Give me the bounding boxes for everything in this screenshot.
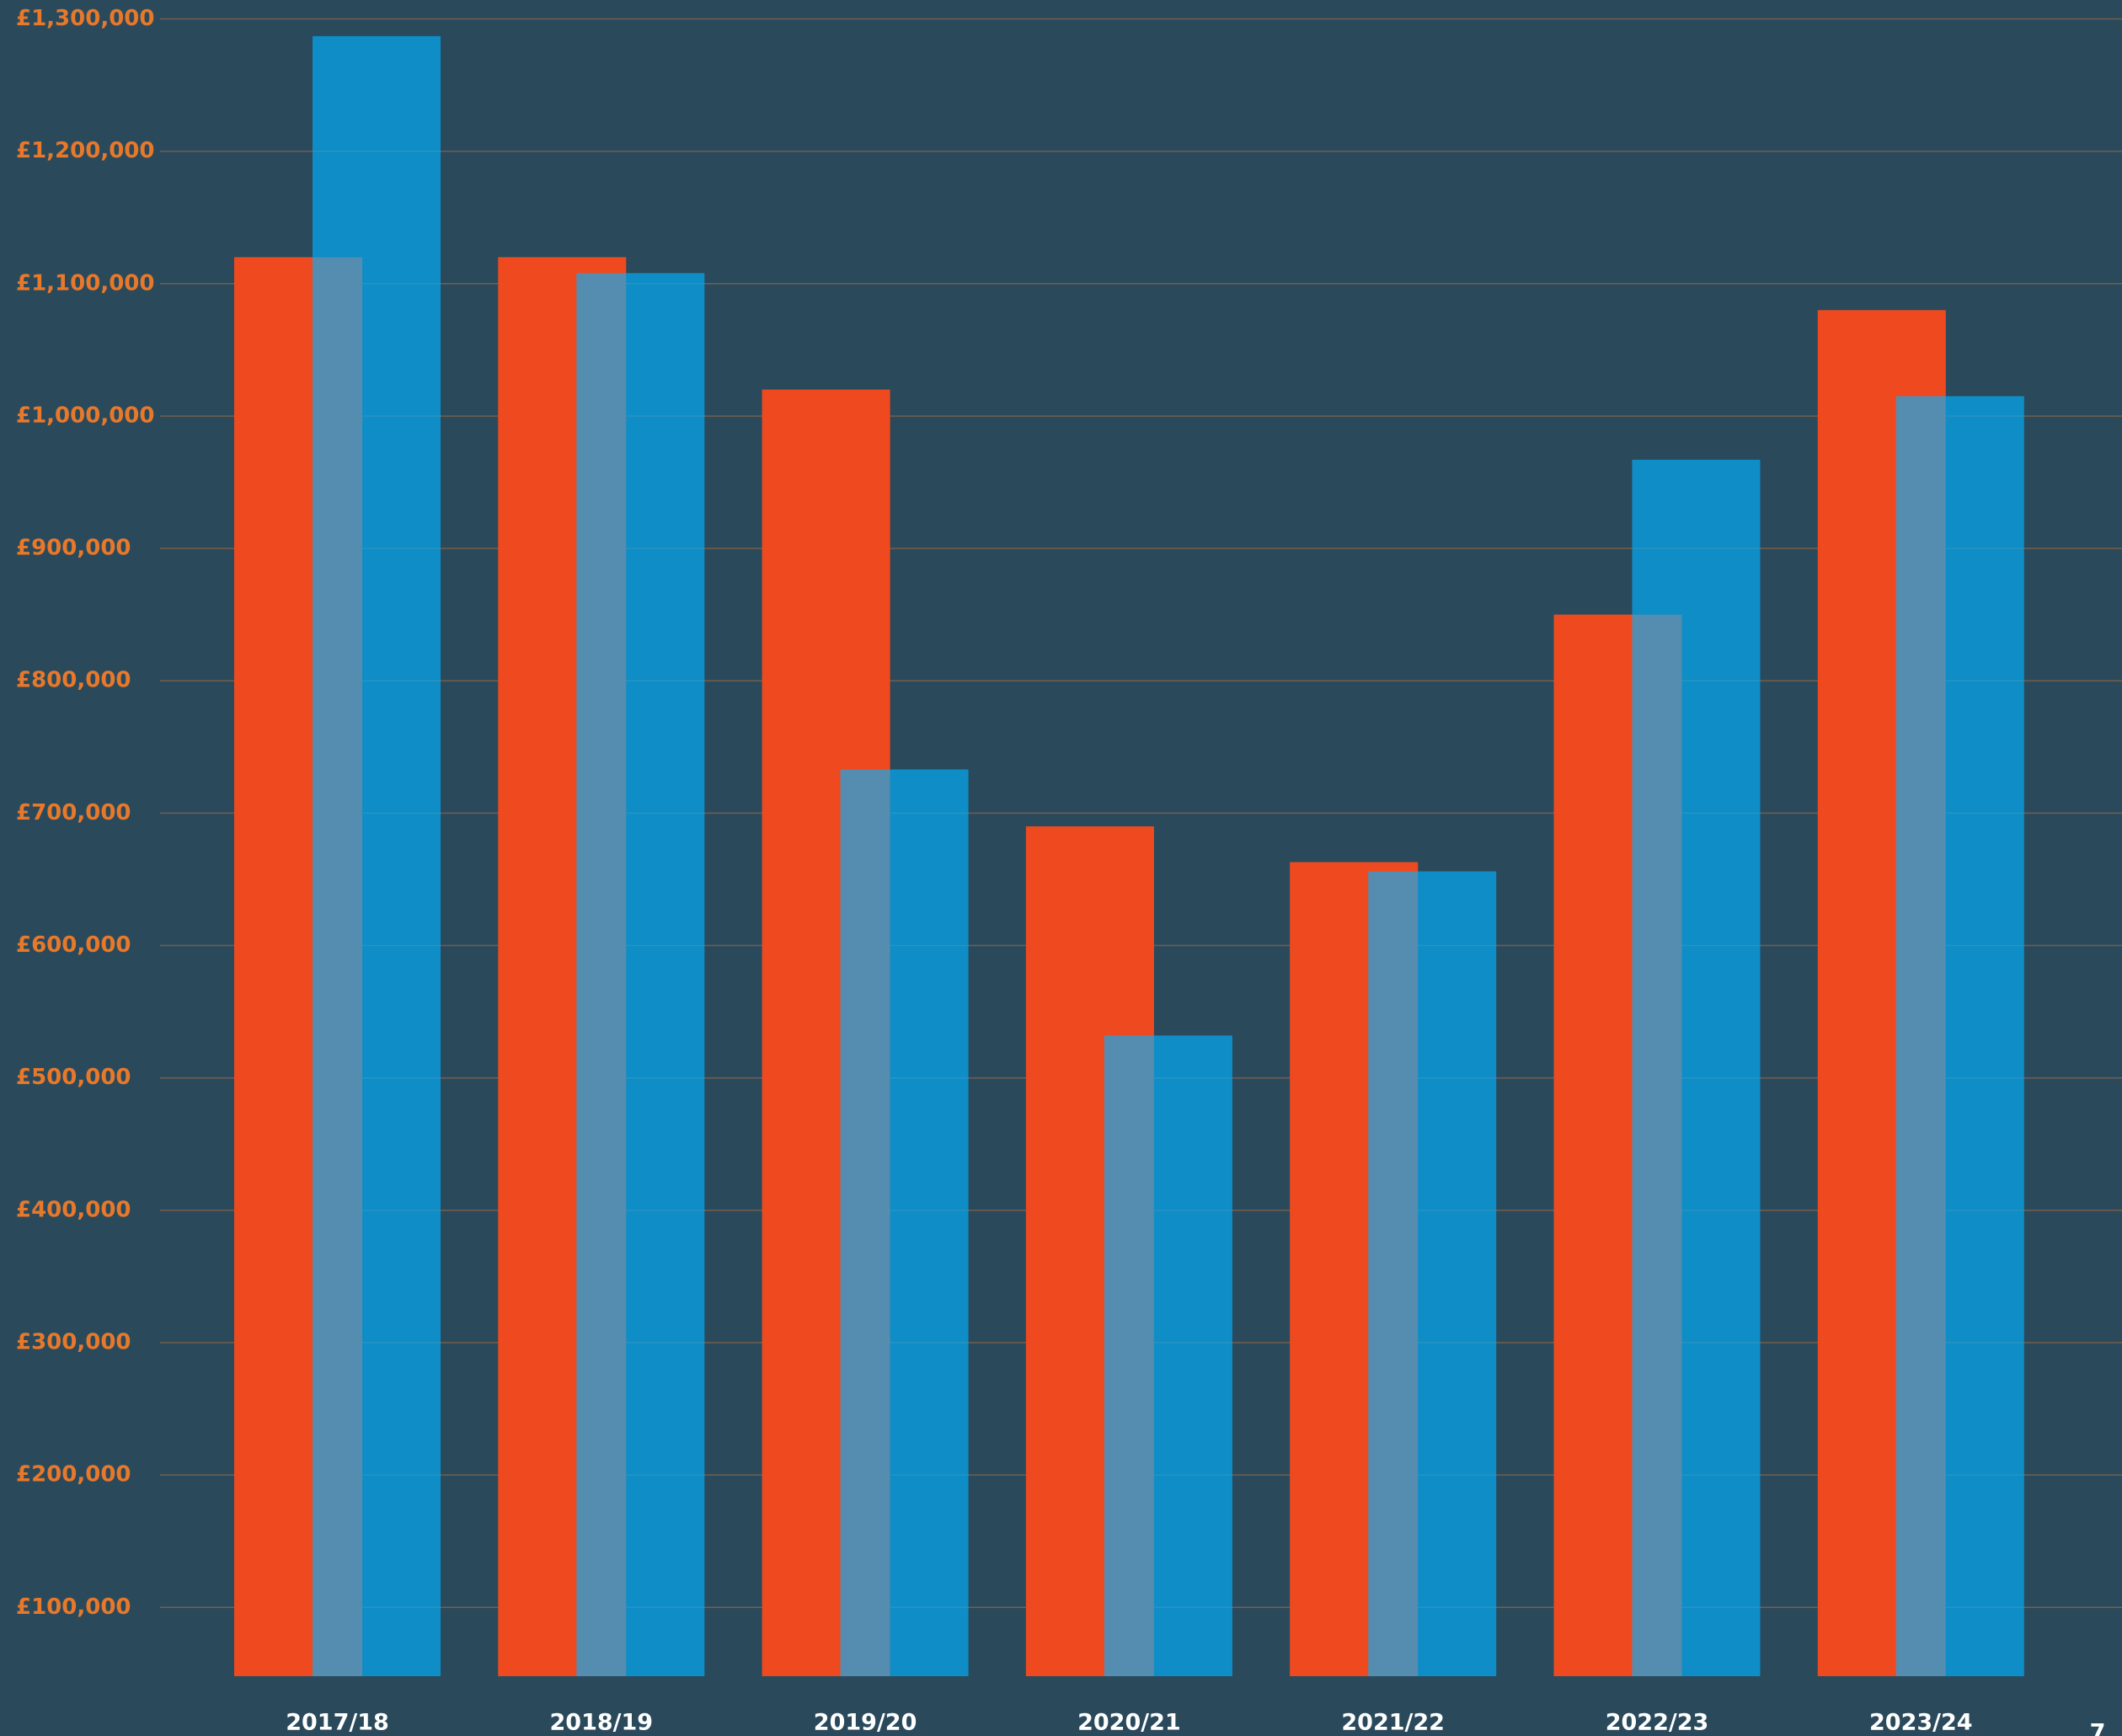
y-tick-label: £1,100,000 bbox=[16, 270, 154, 296]
bar bbox=[1632, 459, 1761, 1676]
bar bbox=[313, 35, 441, 1676]
y-tick-label: £700,000 bbox=[16, 800, 131, 825]
x-tick-label: 2019/20 bbox=[814, 1710, 917, 1736]
y-tick-label: £100,000 bbox=[16, 1594, 131, 1620]
x-tick-label: 2023/24 bbox=[1869, 1710, 1973, 1736]
bar bbox=[1368, 871, 1497, 1676]
y-tick-label: £300,000 bbox=[16, 1329, 131, 1354]
bar bbox=[1895, 396, 2024, 1676]
y-tick-label: £1,300,000 bbox=[16, 6, 154, 31]
y-tick-label: £600,000 bbox=[16, 932, 131, 958]
y-tick-label: £400,000 bbox=[16, 1197, 131, 1222]
bar bbox=[1104, 1035, 1232, 1676]
x-tick-label: 2021/22 bbox=[1341, 1710, 1445, 1736]
x-tick-label: 2018/19 bbox=[550, 1710, 654, 1736]
x-tick-label: 2022/23 bbox=[1606, 1710, 1709, 1736]
bar bbox=[576, 273, 705, 1677]
y-tick-label: £200,000 bbox=[16, 1462, 131, 1488]
page-number: 7 bbox=[2090, 1720, 2106, 1736]
bar bbox=[840, 769, 969, 1676]
y-tick-label: £1,000,000 bbox=[16, 403, 154, 428]
y-tick-label: £1,200,000 bbox=[16, 138, 154, 163]
y-tick-label: £900,000 bbox=[16, 536, 131, 561]
y-tick-label: £800,000 bbox=[16, 668, 131, 693]
x-tick-label: 2020/21 bbox=[1077, 1710, 1181, 1736]
y-tick-label: £500,000 bbox=[16, 1065, 131, 1090]
x-tick-label: 2017/18 bbox=[286, 1710, 389, 1736]
